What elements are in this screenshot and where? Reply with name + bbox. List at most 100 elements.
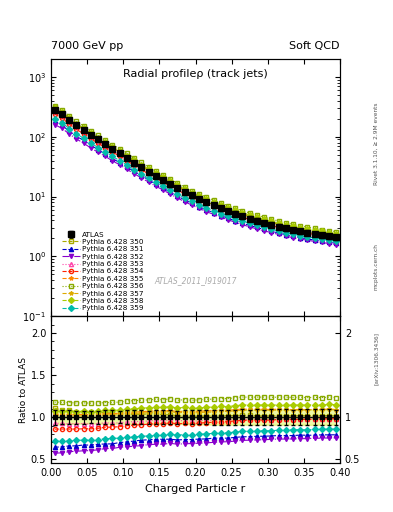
Pythia 6.428 354	[182, 191, 187, 197]
Pythia 6.428 359	[276, 228, 281, 234]
Pythia 6.428 359	[291, 231, 296, 237]
Pythia 6.428 356	[74, 118, 79, 124]
Pythia 6.428 358	[161, 174, 165, 180]
Pythia 6.428 350	[67, 115, 72, 121]
Pythia 6.428 352	[247, 224, 252, 230]
Pythia 6.428 352	[189, 202, 194, 208]
Pythia 6.428 357	[233, 208, 238, 215]
Pythia 6.428 353	[132, 161, 136, 167]
Pythia 6.428 351	[240, 220, 245, 226]
Pythia 6.428 355	[269, 219, 274, 225]
Pythia 6.428 352	[81, 140, 86, 146]
Pythia 6.428 355	[182, 187, 187, 193]
Pythia 6.428 356	[139, 159, 144, 165]
Line: Pythia 6.428 353: Pythia 6.428 353	[53, 110, 338, 240]
Pythia 6.428 356	[153, 168, 158, 174]
Pythia 6.428 358	[60, 109, 64, 115]
Pythia 6.428 356	[81, 123, 86, 129]
Pythia 6.428 355	[204, 197, 209, 203]
Pythia 6.428 351	[110, 156, 115, 162]
Pythia 6.428 357	[219, 203, 223, 209]
Pythia 6.428 352	[139, 175, 144, 181]
Pythia 6.428 359	[247, 220, 252, 226]
Pythia 6.428 351	[262, 226, 266, 232]
Pythia 6.428 353	[298, 229, 303, 235]
Pythia 6.428 356	[298, 223, 303, 229]
Pythia 6.428 351	[88, 142, 93, 148]
Pythia 6.428 354	[240, 214, 245, 220]
Pythia 6.428 350	[276, 223, 281, 229]
Pythia 6.428 353	[269, 222, 274, 228]
Pythia 6.428 358	[283, 222, 288, 228]
Pythia 6.428 357	[60, 111, 64, 117]
Pythia 6.428 358	[67, 115, 72, 121]
Legend: ATLAS, Pythia 6.428 350, Pythia 6.428 351, Pythia 6.428 352, Pythia 6.428 353, P: ATLAS, Pythia 6.428 350, Pythia 6.428 35…	[61, 230, 145, 313]
Pythia 6.428 358	[320, 228, 324, 234]
Pythia 6.428 359	[262, 224, 266, 230]
Pythia 6.428 352	[103, 153, 108, 159]
Pythia 6.428 354	[161, 179, 165, 185]
Pythia 6.428 357	[95, 136, 100, 142]
Pythia 6.428 359	[95, 144, 100, 151]
Pythia 6.428 353	[81, 129, 86, 135]
Pythia 6.428 359	[211, 208, 216, 214]
Pythia 6.428 358	[81, 125, 86, 131]
Pythia 6.428 358	[334, 230, 339, 237]
Pythia 6.428 354	[219, 206, 223, 212]
Pythia 6.428 358	[269, 218, 274, 224]
Pythia 6.428 351	[67, 128, 72, 134]
Pythia 6.428 350	[226, 207, 230, 214]
Pythia 6.428 354	[320, 232, 324, 239]
Pythia 6.428 358	[197, 193, 202, 199]
Pythia 6.428 355	[125, 154, 129, 160]
Pythia 6.428 359	[305, 234, 310, 240]
Pythia 6.428 350	[153, 172, 158, 178]
Pythia 6.428 355	[291, 225, 296, 231]
Pythia 6.428 350	[146, 168, 151, 174]
Pythia 6.428 351	[312, 237, 317, 243]
Pythia 6.428 357	[125, 154, 129, 160]
Pythia 6.428 354	[298, 229, 303, 235]
Pythia 6.428 358	[298, 225, 303, 231]
Pythia 6.428 357	[153, 172, 158, 178]
Pythia 6.428 352	[175, 195, 180, 201]
Pythia 6.428 355	[283, 223, 288, 229]
Line: Pythia 6.428 355: Pythia 6.428 355	[53, 107, 338, 237]
Pythia 6.428 355	[168, 179, 173, 185]
Pythia 6.428 359	[74, 131, 79, 137]
Pythia 6.428 350	[262, 219, 266, 225]
Pythia 6.428 351	[233, 218, 238, 224]
Pythia 6.428 350	[240, 212, 245, 219]
Pythia 6.428 352	[276, 231, 281, 238]
Pythia 6.428 354	[168, 183, 173, 189]
Pythia 6.428 351	[103, 151, 108, 157]
Pythia 6.428 359	[197, 202, 202, 208]
Pythia 6.428 356	[283, 220, 288, 226]
Pythia 6.428 357	[312, 229, 317, 235]
Text: mcplots.cern.ch: mcplots.cern.ch	[374, 243, 379, 290]
Pythia 6.428 356	[182, 184, 187, 190]
Pythia 6.428 359	[189, 198, 194, 204]
Pythia 6.428 351	[298, 234, 303, 241]
Pythia 6.428 351	[327, 239, 331, 245]
Pythia 6.428 355	[118, 149, 122, 155]
Pythia 6.428 355	[298, 226, 303, 232]
Pythia 6.428 359	[60, 120, 64, 126]
Pythia 6.428 350	[88, 130, 93, 136]
Pythia 6.428 351	[334, 240, 339, 246]
Pythia 6.428 358	[226, 205, 230, 211]
Pythia 6.428 355	[240, 211, 245, 217]
Pythia 6.428 355	[247, 213, 252, 219]
Pythia 6.428 350	[298, 228, 303, 234]
Pythia 6.428 359	[320, 236, 324, 242]
Pythia 6.428 357	[67, 117, 72, 123]
Pythia 6.428 358	[305, 226, 310, 232]
Pythia 6.428 353	[74, 124, 79, 131]
Pythia 6.428 356	[312, 225, 317, 231]
Pythia 6.428 350	[81, 125, 86, 132]
Pythia 6.428 359	[81, 135, 86, 141]
Pythia 6.428 354	[262, 221, 266, 227]
Pythia 6.428 357	[168, 180, 173, 186]
Pythia 6.428 357	[305, 227, 310, 233]
Pythia 6.428 353	[67, 119, 72, 125]
